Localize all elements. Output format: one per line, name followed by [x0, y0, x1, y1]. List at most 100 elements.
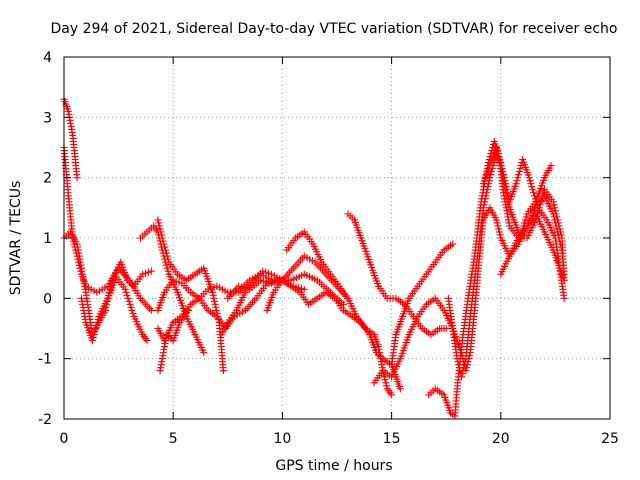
- data-point: [162, 249, 170, 257]
- data-point: [500, 171, 508, 179]
- data-point: [461, 358, 469, 366]
- data-point: [300, 285, 308, 293]
- data-point: [453, 355, 461, 363]
- data-point: [209, 288, 217, 296]
- data-point: [142, 269, 150, 277]
- data-point: [528, 183, 536, 191]
- data-point: [483, 189, 491, 197]
- data-point: [388, 391, 396, 399]
- data-point: [547, 162, 555, 170]
- data-point: [210, 294, 218, 302]
- data-point: [123, 291, 131, 299]
- x-tick-label: 15: [383, 431, 401, 447]
- data-point: [514, 174, 522, 182]
- data-point: [484, 183, 492, 191]
- data-point: [504, 189, 512, 197]
- data-point: [94, 315, 102, 323]
- x-tick-label: 0: [60, 431, 69, 447]
- data-point: [210, 297, 218, 305]
- data-point: [486, 174, 494, 182]
- data-point: [380, 373, 388, 381]
- data-point: [161, 243, 169, 251]
- data-point: [129, 309, 137, 317]
- data-point: [494, 150, 502, 158]
- data-point: [92, 325, 100, 332]
- data-series-track: [154, 270, 275, 345]
- data-point: [163, 264, 171, 272]
- data-point: [155, 219, 163, 227]
- data-point: [340, 300, 348, 308]
- data-point: [499, 168, 507, 176]
- y-tick-label: 0: [43, 291, 52, 307]
- y-tick-label: 3: [43, 110, 52, 126]
- data-point: [515, 171, 523, 179]
- data-point: [494, 222, 502, 230]
- data-point: [381, 376, 389, 384]
- data-point: [557, 231, 565, 239]
- data-point: [211, 300, 219, 308]
- data-point: [556, 228, 564, 236]
- data-point: [495, 153, 503, 161]
- data-point: [147, 306, 155, 314]
- data-point: [158, 231, 166, 239]
- data-point: [492, 216, 500, 224]
- data-point: [382, 379, 390, 387]
- data-series-track: [344, 210, 450, 339]
- data-point: [127, 303, 135, 311]
- data-point: [212, 303, 220, 311]
- x-tick-label: 5: [169, 431, 178, 447]
- data-point: [556, 225, 564, 233]
- data-point: [160, 240, 168, 248]
- data-point: [128, 306, 136, 314]
- data-point: [69, 237, 77, 245]
- data-series-track: [283, 228, 396, 399]
- data-point: [169, 276, 177, 284]
- data-point: [521, 216, 529, 224]
- data-point: [479, 204, 487, 212]
- data-point: [262, 268, 270, 276]
- data-point: [513, 177, 521, 185]
- data-point: [209, 291, 217, 299]
- data-point: [552, 210, 560, 218]
- data-point: [516, 165, 524, 173]
- data-point: [125, 297, 133, 305]
- data-point: [515, 168, 523, 176]
- data-series-track: [479, 144, 568, 302]
- data-point: [91, 328, 99, 336]
- data-series-track: [60, 95, 81, 182]
- data-point: [89, 334, 97, 342]
- data-point: [492, 144, 500, 151]
- data-point: [522, 213, 530, 221]
- chart-title: Day 294 of 2021, Sidereal Day-to-day VTE…: [51, 21, 618, 37]
- data-point: [482, 192, 490, 200]
- data-point: [502, 180, 510, 188]
- data-point: [532, 198, 540, 206]
- y-tick-label: 4: [43, 50, 52, 66]
- data-point: [551, 204, 559, 212]
- data-point: [530, 189, 538, 197]
- data-point: [90, 331, 98, 339]
- data-point: [533, 201, 541, 209]
- data-point: [531, 195, 539, 203]
- data-point: [496, 231, 504, 239]
- data-point: [144, 268, 152, 276]
- x-axis-label: GPS time / hours: [275, 458, 392, 474]
- data-point: [512, 180, 520, 188]
- data-point: [259, 267, 267, 275]
- data-point: [458, 370, 466, 378]
- data-point: [560, 294, 568, 302]
- data-point: [480, 201, 488, 209]
- data-point: [481, 195, 489, 203]
- data-point: [139, 270, 147, 278]
- data-points: [60, 95, 568, 420]
- data-point: [77, 267, 85, 275]
- data-point: [157, 228, 165, 236]
- y-tick-label: -1: [38, 352, 52, 368]
- data-point: [200, 349, 208, 357]
- data-point: [163, 252, 171, 260]
- data-point: [73, 252, 81, 260]
- data-point: [121, 285, 129, 293]
- data-point: [184, 306, 192, 314]
- data-point: [147, 267, 155, 275]
